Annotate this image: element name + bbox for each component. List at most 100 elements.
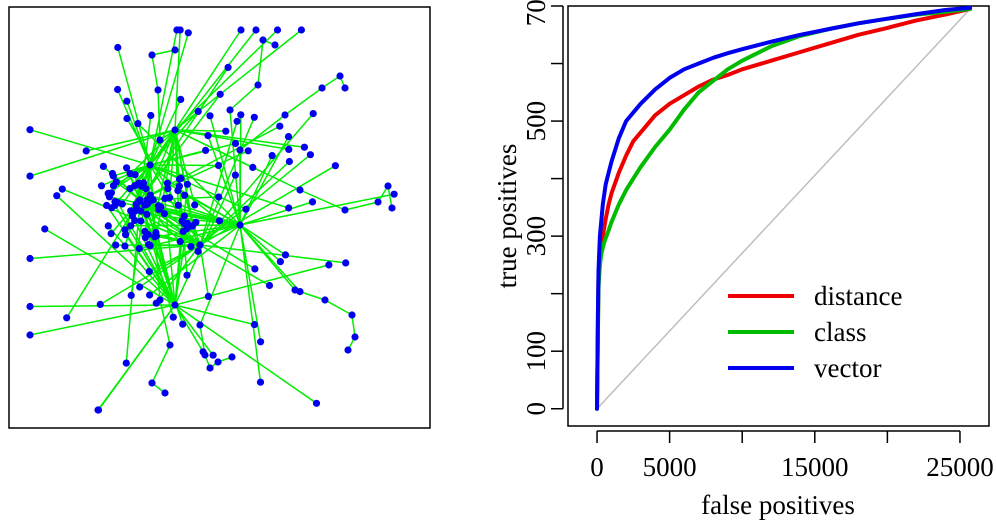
network-edge — [257, 39, 264, 86]
network-node — [276, 258, 284, 266]
network-edge — [174, 129, 199, 252]
legend-label-class: class — [814, 317, 866, 347]
network-node — [250, 113, 258, 121]
network-node — [165, 194, 174, 202]
network-node — [63, 314, 71, 322]
network-node — [226, 106, 234, 114]
network-edge — [199, 224, 241, 326]
network-node — [145, 267, 153, 275]
network-node — [126, 170, 134, 178]
reference-line-group — [596, 8, 971, 410]
network-node — [121, 242, 129, 250]
network-node — [127, 291, 135, 299]
network-node — [312, 399, 321, 407]
network-node — [284, 133, 293, 141]
network-edge — [110, 129, 176, 194]
network-node — [224, 63, 232, 71]
network-node — [201, 351, 209, 359]
network-node — [156, 296, 164, 304]
network-edge — [107, 225, 176, 306]
network-node — [351, 333, 359, 341]
network-node — [285, 204, 293, 212]
network-node — [341, 84, 349, 92]
network-node — [99, 162, 107, 170]
network-edge — [174, 29, 181, 131]
legend: distance class vector — [728, 281, 902, 383]
network-node — [348, 311, 356, 319]
x-tick-label: 5000 — [643, 452, 697, 482]
network-node — [251, 265, 259, 273]
network-node — [318, 84, 326, 92]
network-edge — [116, 89, 151, 166]
network-edge — [199, 165, 336, 246]
network-node — [196, 241, 204, 249]
network-node — [126, 185, 134, 193]
legend-label-distance: distance — [814, 281, 902, 311]
network-node — [131, 216, 139, 224]
network-node — [127, 222, 135, 230]
y-tick-label: 500 — [521, 101, 551, 142]
network-edge — [139, 93, 221, 201]
network-edge — [351, 314, 356, 338]
network-node — [114, 85, 122, 94]
network-edge — [139, 244, 201, 288]
network-node — [143, 210, 151, 218]
network-node — [196, 321, 204, 329]
network-node — [109, 172, 117, 180]
network-node — [108, 204, 116, 212]
network-node — [171, 301, 179, 309]
network-node — [214, 161, 223, 170]
network-node — [300, 143, 308, 151]
network-node — [157, 203, 165, 211]
network-node — [222, 127, 230, 135]
network-node — [152, 232, 160, 240]
network-edge — [151, 49, 176, 56]
network-edge — [229, 109, 241, 226]
network-node — [281, 251, 290, 259]
network-node — [281, 111, 289, 119]
network-node — [156, 136, 164, 144]
network-node — [259, 36, 267, 44]
network-edge — [29, 304, 176, 336]
network-node — [26, 302, 34, 311]
network-node — [237, 111, 245, 119]
network-node — [296, 186, 304, 194]
network-node — [183, 224, 191, 233]
network-node — [216, 90, 224, 98]
network-node — [176, 238, 184, 246]
network-node — [206, 364, 214, 372]
network-edge — [174, 304, 255, 326]
network-edge — [101, 164, 151, 187]
network-node — [123, 114, 131, 123]
network-node — [306, 151, 314, 159]
network-edge — [209, 115, 241, 226]
network-node — [109, 182, 118, 190]
network-node — [183, 219, 191, 227]
network-node — [209, 351, 217, 359]
network-node — [321, 296, 329, 304]
network-node — [177, 95, 185, 103]
network-edge — [157, 89, 161, 141]
network-node — [191, 201, 199, 209]
network-node — [107, 189, 115, 197]
network-edge — [174, 29, 242, 131]
network-edge — [199, 244, 270, 287]
network-node — [176, 26, 184, 34]
network-node — [122, 359, 130, 367]
network-node — [374, 198, 382, 206]
network-node — [142, 185, 150, 193]
network-edge — [151, 54, 159, 91]
network-node — [271, 41, 279, 49]
network-node — [244, 147, 252, 155]
network-node — [107, 230, 115, 238]
network-node — [285, 157, 293, 166]
series-group — [595, 5, 973, 411]
network-node — [135, 244, 143, 253]
network-node — [202, 146, 210, 154]
network-edge — [199, 244, 210, 297]
network-node — [384, 182, 392, 190]
network-node — [187, 243, 195, 251]
network-node — [175, 175, 184, 183]
network-edge — [149, 164, 247, 210]
